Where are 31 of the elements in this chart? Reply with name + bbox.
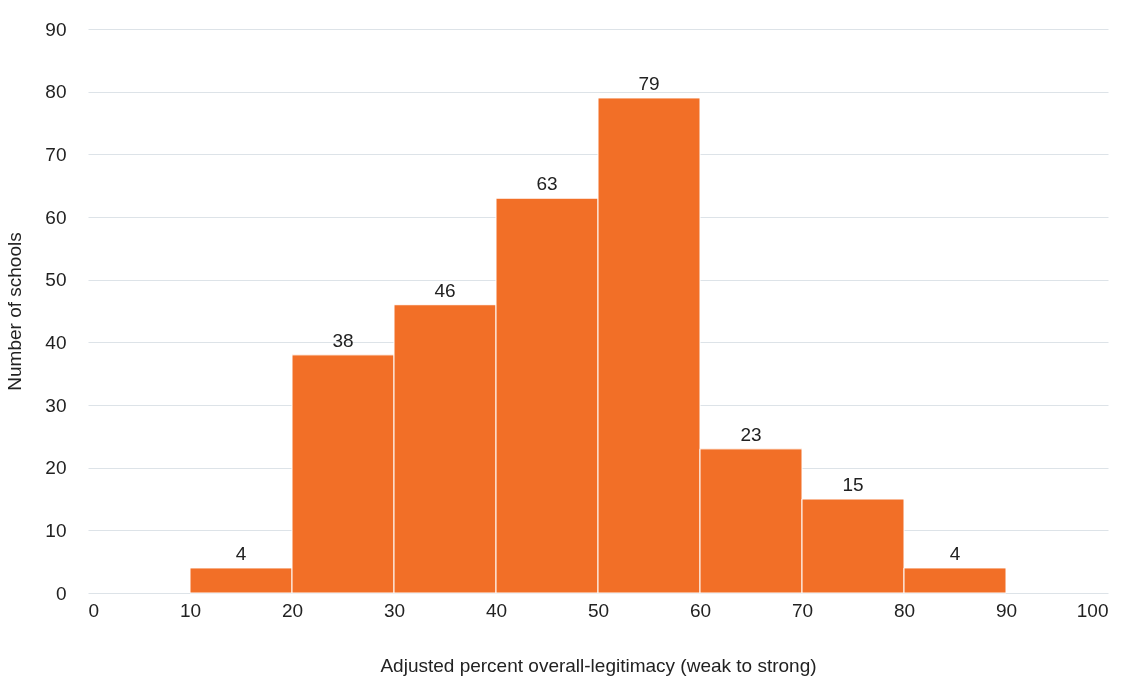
y-tick-label: 70 bbox=[45, 143, 67, 165]
data-label: 46 bbox=[434, 279, 456, 301]
y-tick-label: 20 bbox=[45, 457, 67, 479]
x-axis-title: Adjusted percent overall-legitimacy (weak to strong) bbox=[380, 654, 817, 676]
x-tick-label: 60 bbox=[689, 599, 712, 621]
x-tick-label: 90 bbox=[995, 599, 1018, 621]
data-label: 15 bbox=[842, 474, 864, 495]
data-label: 23 bbox=[740, 423, 762, 445]
y-tick-label: 40 bbox=[45, 331, 67, 353]
data-label: 79 bbox=[638, 72, 660, 94]
y-axis-title: Number of schools bbox=[4, 232, 26, 391]
x-tick-label: 20 bbox=[281, 599, 304, 621]
y-tick-label: 10 bbox=[45, 519, 67, 541]
x-tick-label: 0 bbox=[88, 599, 100, 621]
x-tick-label: 10 bbox=[179, 599, 202, 621]
x-tick-label: 30 bbox=[383, 599, 406, 621]
y-tick-label: 50 bbox=[45, 269, 67, 291]
x-tick-label: 100 bbox=[1076, 599, 1109, 621]
x-tick-label: 80 bbox=[893, 599, 916, 621]
y-tick-label: 30 bbox=[45, 394, 67, 416]
y-tick-label: 60 bbox=[45, 206, 67, 228]
data-label: 38 bbox=[332, 329, 354, 351]
y-tick-label: 80 bbox=[45, 81, 67, 103]
data-label: 63 bbox=[536, 173, 558, 195]
y-tick-label: 0 bbox=[55, 582, 67, 604]
x-tick-label: 40 bbox=[485, 599, 508, 621]
x-tick-label: 70 bbox=[791, 599, 814, 621]
x-tick-label: 50 bbox=[587, 599, 610, 621]
y-tick-label: 90 bbox=[45, 18, 67, 40]
data-label: 4 bbox=[235, 542, 247, 564]
data-label: 4 bbox=[949, 542, 961, 564]
